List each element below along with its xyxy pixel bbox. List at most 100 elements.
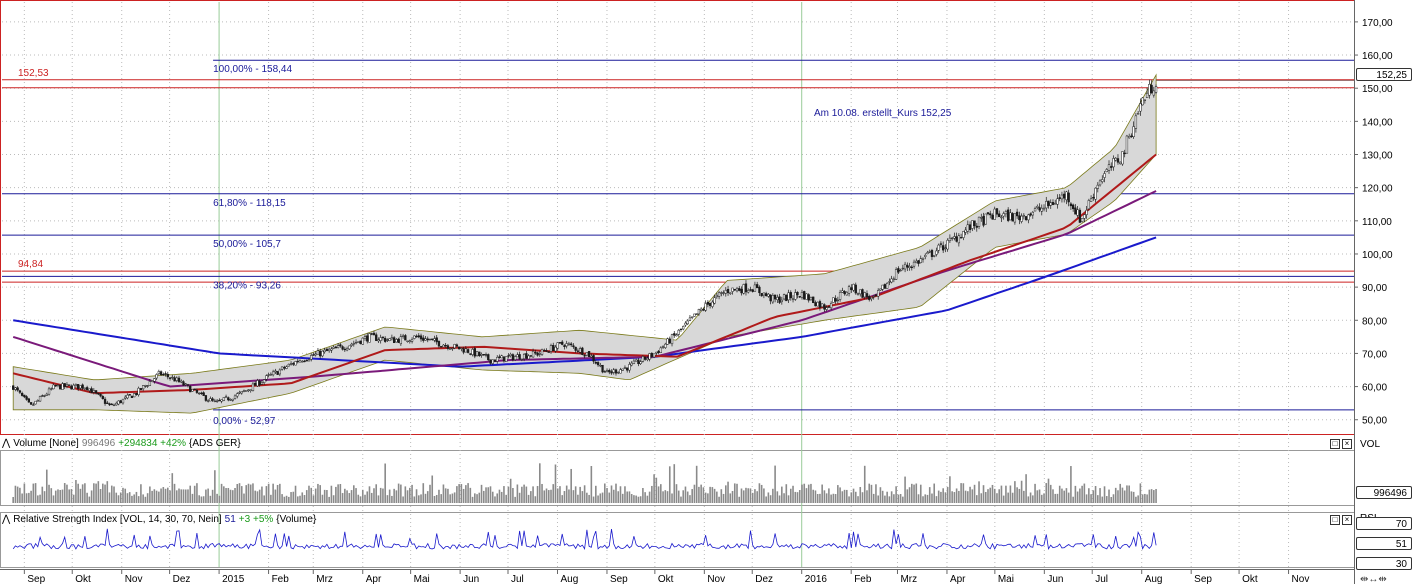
volume-bar (1034, 483, 1036, 503)
volume-bar (1063, 490, 1065, 503)
candle-body (263, 379, 266, 383)
volume-bar (449, 494, 451, 503)
candle-body (825, 307, 828, 310)
candle-body (121, 398, 125, 404)
candle-body (1114, 157, 1117, 161)
candle-body (787, 292, 790, 301)
candle-body (117, 400, 120, 405)
close-pane-icon[interactable]: × (1342, 515, 1352, 525)
volume-bar (357, 494, 360, 503)
x-tick-label: Dez (173, 574, 191, 584)
maximize-pane-icon[interactable]: □ (1330, 439, 1340, 449)
volume-bar (989, 487, 992, 503)
volume-bar (32, 483, 35, 503)
collapse-icon[interactable]: ⋀ (2, 438, 11, 449)
volume-bar (1065, 488, 1068, 503)
candle-body (868, 296, 871, 300)
candle-body (133, 393, 136, 398)
volume-bar (975, 495, 978, 503)
volume-bar (1088, 488, 1090, 503)
candle-body (751, 289, 754, 292)
candle-body (280, 366, 284, 370)
x-tick-label: Aug (1145, 574, 1163, 584)
y-tick-label: 160,00 (1362, 51, 1393, 62)
candle-body (722, 292, 725, 294)
candle-body (511, 354, 515, 361)
x-tick-label: Okt (75, 574, 91, 584)
volume-bar (1032, 495, 1034, 503)
close-pane-icon[interactable]: × (1342, 439, 1352, 449)
collapse-icon[interactable]: ⋀ (2, 514, 11, 525)
volume-bar (193, 485, 196, 503)
candle-body (141, 385, 145, 390)
volume-bar (149, 486, 151, 503)
rsi-pane-header: ⋀ Relative Strength Index [VOL, 14, 30, 7… (2, 513, 319, 527)
volume-bar (610, 485, 613, 503)
candle-body (323, 349, 326, 353)
candle-body (890, 278, 893, 283)
candle-body (995, 208, 999, 215)
volume-bar (1150, 489, 1153, 503)
volume-bar (81, 484, 84, 503)
volume-bar (252, 483, 254, 503)
volume-bar (1067, 492, 1070, 503)
candle-body (632, 360, 636, 364)
candle-body (222, 397, 225, 401)
volume-bar (597, 495, 599, 503)
maximize-pane-icon[interactable]: □ (1330, 515, 1340, 525)
volume-bar (1027, 496, 1030, 503)
candle-body (682, 326, 685, 330)
candle-body (375, 334, 378, 341)
volume-bar (556, 488, 559, 503)
candle-body (370, 333, 373, 335)
candle-body (52, 384, 55, 390)
volume-bar (140, 484, 142, 503)
volume-bar (456, 486, 458, 503)
candle-body (805, 293, 808, 300)
candle-body (626, 367, 629, 371)
candle-body (162, 374, 165, 376)
volume-bar (1090, 494, 1092, 503)
candle-body (446, 345, 450, 349)
volume-bar (1079, 488, 1081, 503)
candle-body (157, 371, 160, 375)
volume-bar (28, 492, 30, 503)
volume-bar (884, 495, 886, 503)
volume-bar (922, 496, 924, 503)
volume-bar (543, 490, 546, 503)
candle-body (307, 359, 311, 362)
volume-bar (839, 487, 841, 503)
volume-bar (137, 496, 140, 503)
volume-bar (798, 490, 801, 503)
candle-body (171, 376, 174, 379)
volume-bar (1153, 490, 1155, 503)
volume-bar (955, 488, 958, 503)
candle-body (325, 348, 329, 352)
candle-body (959, 237, 963, 239)
volume-bar (102, 483, 104, 503)
volume-bar (747, 488, 750, 503)
candle-body (12, 385, 15, 390)
volume-bar (359, 496, 362, 503)
volume-bar (1155, 488, 1157, 503)
volume-bar (554, 464, 557, 503)
candle-body (677, 329, 680, 335)
candle-body (352, 343, 355, 345)
volume-bar (196, 483, 198, 503)
volume-bar (476, 494, 478, 503)
volume-bar (1061, 488, 1063, 503)
candle-body (1020, 215, 1023, 222)
volume-bar (379, 487, 382, 503)
candle-body (794, 292, 797, 300)
candle-body (928, 251, 931, 253)
candle-body (139, 388, 143, 391)
candle-body (628, 364, 631, 371)
volume-bar (1146, 494, 1148, 503)
candle-body (612, 369, 615, 373)
volume-bar (606, 488, 608, 503)
volume-bar (702, 487, 705, 503)
chart-annotation: Am 10.08. erstellt_Kurs 152,25 (814, 108, 952, 119)
candle-body (224, 396, 228, 398)
candle-body (457, 346, 461, 350)
